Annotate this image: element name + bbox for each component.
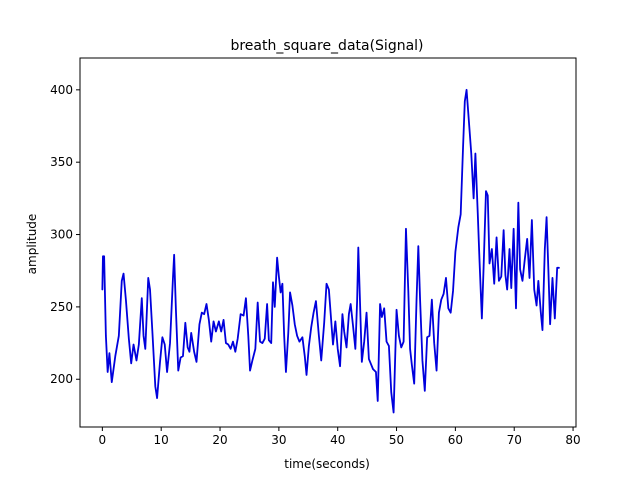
- x-tick-label: 40: [330, 433, 345, 447]
- y-tick-label: 300: [50, 228, 73, 242]
- x-axis-label: time(seconds): [284, 457, 370, 471]
- plot-area: [79, 57, 577, 428]
- x-tick-label: 20: [212, 433, 227, 447]
- plot-frame: [79, 57, 577, 428]
- chart-title: breath_square_data(Signal): [230, 38, 423, 54]
- y-tick-label: 200: [50, 372, 73, 386]
- x-tick-label: 10: [154, 433, 169, 447]
- x-tick-label: 0: [99, 433, 107, 447]
- x-tick-label: 70: [507, 433, 522, 447]
- x-tick-label: 60: [448, 433, 463, 447]
- y-tick-label: 350: [50, 155, 73, 169]
- x-axis: 0 10 20 30 40 50 60 70 80: [99, 427, 581, 447]
- x-tick-label: 50: [389, 433, 404, 447]
- y-axis-label: amplitude: [25, 214, 39, 275]
- series-line-signal: [101, 88, 560, 414]
- x-tick-label: 80: [565, 433, 580, 447]
- x-tick-label: 30: [271, 433, 286, 447]
- y-tick-label: 250: [50, 300, 73, 314]
- y-tick-label: 400: [50, 83, 73, 97]
- y-axis: 200 250 300 350 400: [50, 83, 80, 386]
